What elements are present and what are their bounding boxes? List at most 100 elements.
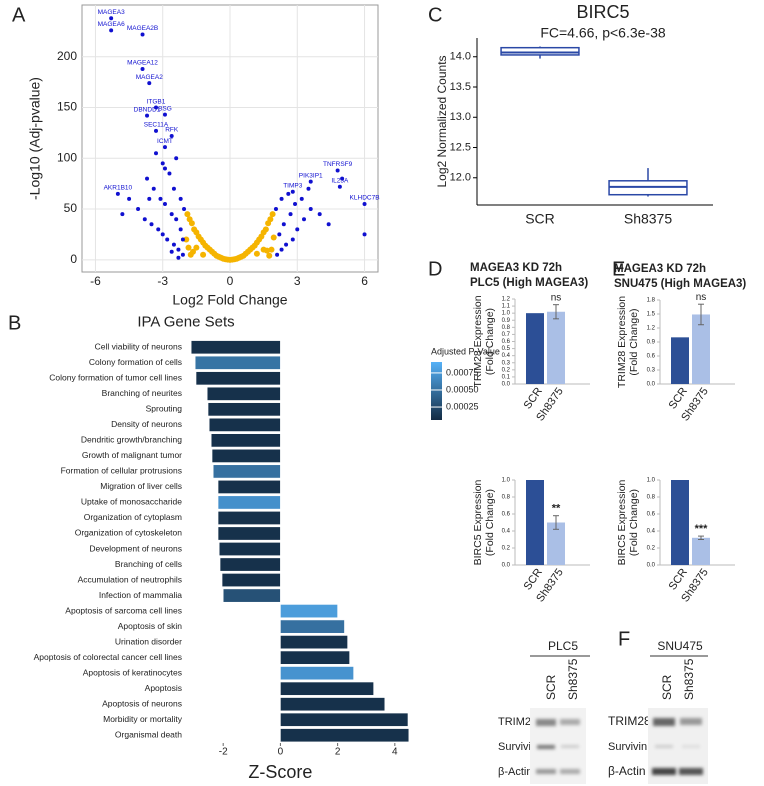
point-label: PIK3IP1	[299, 172, 323, 179]
data-point	[178, 196, 183, 201]
x-tick-label: 6	[361, 274, 368, 288]
y-tick-label: 0.8	[647, 495, 656, 501]
point-label: AKR1B10	[104, 185, 133, 192]
panel-label: B	[8, 312, 21, 334]
y-axis-label: Log2 Normalized Counts	[435, 55, 449, 187]
colorbar	[431, 362, 442, 420]
point-label: MAGEA3	[98, 9, 125, 16]
x-tick-label: 0	[227, 274, 234, 288]
y-tick-label: 1.0	[502, 311, 511, 317]
cell-line: PLC5	[548, 639, 578, 653]
data-point	[290, 237, 295, 242]
chart-title: PLC5 (High MAGEA3)	[470, 277, 588, 289]
band	[652, 768, 676, 775]
data-point	[275, 252, 280, 257]
bar	[526, 313, 544, 384]
category-label: Migration of liver cells	[100, 481, 182, 491]
data-point	[308, 179, 313, 184]
bar	[280, 728, 410, 743]
western-blot: PLC5 SNU475 SCR Sh8375 SCR Sh8375 TRIM28…	[498, 639, 708, 784]
point-label: IL23A	[331, 177, 349, 184]
data-point	[308, 207, 313, 212]
data-point	[295, 227, 300, 232]
data-point	[169, 133, 174, 138]
y-tick-label: 1.2	[647, 326, 656, 332]
chart-title: MAGEA3 KD 72h	[614, 263, 706, 275]
bar	[195, 371, 281, 386]
x-tick-label: Sh8375	[624, 211, 672, 227]
data-point	[171, 242, 176, 247]
category-label: Formation of cellular protrusions	[61, 466, 182, 476]
data-point	[162, 166, 167, 171]
y-tick-label: 0.4	[502, 529, 511, 535]
y-axis-label: (Fold Change)	[484, 489, 496, 556]
bar	[190, 340, 281, 355]
data-point	[127, 196, 132, 201]
point-label: RFK	[165, 127, 179, 134]
data-point	[268, 246, 275, 253]
data-point	[185, 244, 192, 251]
data-point	[273, 207, 278, 212]
point-label: MAGEA2B	[127, 25, 158, 32]
band	[680, 718, 702, 725]
data-point	[200, 251, 207, 258]
data-point	[337, 184, 342, 189]
data-point	[147, 81, 152, 86]
data-point	[184, 211, 191, 218]
bar	[526, 480, 544, 565]
data-point	[160, 161, 165, 166]
bar	[194, 355, 281, 370]
category-label: Apoptosis of skin	[118, 621, 183, 631]
category-label: Colony formation of cells	[89, 357, 182, 367]
significance: ***	[695, 523, 709, 535]
data-point	[109, 16, 114, 21]
lane-label: Sh8375	[682, 658, 696, 700]
y-axis-label: TRIM28 Expression	[616, 296, 628, 388]
y-tick-label: 1.0	[502, 478, 511, 484]
data-point	[151, 186, 156, 191]
data-point	[160, 232, 165, 237]
y-tick-label: 0.6	[647, 512, 656, 518]
bar	[219, 557, 281, 572]
point-label: MAGEA12	[127, 60, 158, 67]
data-point	[190, 248, 196, 255]
point-label: TNFRSF9	[323, 161, 353, 168]
point-label: MAGEA6	[98, 21, 125, 28]
category-label: Uptake of monosaccharide	[81, 497, 182, 507]
data-point	[299, 196, 304, 201]
data-point	[270, 234, 277, 241]
data-point	[290, 189, 295, 194]
y-tick-label: 0.0	[502, 563, 511, 569]
data-point	[180, 237, 185, 242]
y-axis-label: -Log10 (Adj-pvalue)	[27, 77, 43, 200]
y-tick-label: 14.0	[450, 51, 471, 63]
category-label: Growth of malignant tumor	[82, 450, 182, 460]
data-point	[326, 222, 331, 227]
colorbar-label: 0.00025	[446, 401, 479, 411]
data-point	[162, 201, 167, 206]
chart-subtitle: FC=4.66, p<6.3e-38	[540, 25, 666, 41]
data-point	[140, 66, 145, 71]
y-tick-label: 0.0	[502, 382, 511, 388]
bar	[212, 464, 281, 479]
data-point	[165, 237, 170, 242]
data-point	[335, 168, 340, 173]
y-tick-label: 0.3	[502, 360, 511, 366]
data-point	[284, 242, 289, 247]
data-point	[109, 28, 114, 33]
x-tick-label: -2	[219, 747, 228, 758]
y-axis-label: (Fold Change)	[628, 308, 640, 375]
y-tick-label: 100	[57, 150, 77, 164]
x-tick-label: 4	[392, 747, 398, 758]
bar	[217, 479, 281, 494]
data-point	[253, 250, 260, 257]
category-label: Urination disorder	[115, 636, 182, 646]
data-point	[180, 252, 185, 257]
x-tick-label: -3	[157, 274, 168, 288]
bar	[280, 650, 350, 665]
chart-title: IPA Gene Sets	[137, 313, 234, 330]
significance: ns	[551, 292, 562, 303]
y-tick-label: 0.2	[647, 546, 656, 552]
category-label: Apoptosis of sarcoma cell lines	[65, 605, 182, 615]
data-point	[145, 113, 150, 118]
